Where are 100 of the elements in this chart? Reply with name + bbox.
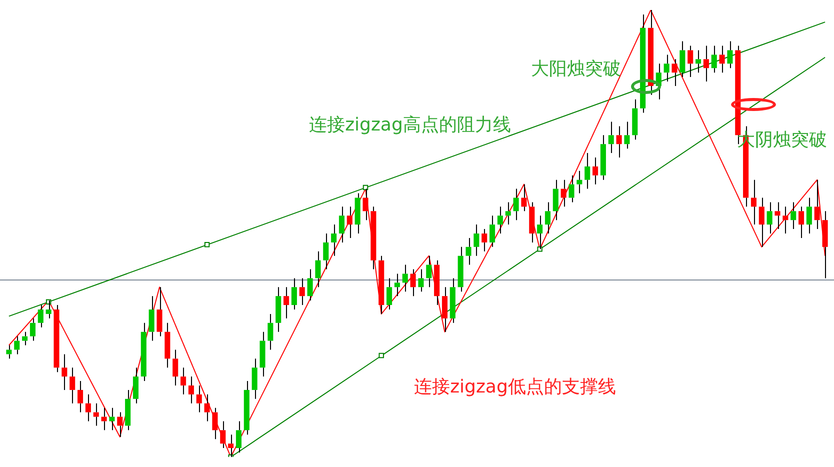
- candlestick: [331, 224, 337, 256]
- candlestick: [711, 45, 717, 74]
- candlestick: [164, 322, 170, 368]
- candlestick: [283, 286, 290, 319]
- candlestick: [632, 98, 638, 140]
- candlestick: [307, 268, 313, 302]
- candlestick: [140, 322, 146, 382]
- candlestick: [600, 134, 606, 180]
- candlestick: [703, 45, 709, 82]
- candlestick: [212, 407, 218, 440]
- candlestick: [513, 188, 519, 221]
- candlestick: [132, 367, 139, 404]
- candlestick: [346, 206, 352, 238]
- candlestick: [497, 206, 503, 234]
- candlestick: [62, 354, 68, 390]
- candlestick: [450, 278, 456, 324]
- annotation: 大阳烛突破: [531, 58, 621, 80]
- point: [204, 242, 210, 248]
- candlestick: [299, 278, 305, 306]
- candlestick: [85, 394, 91, 422]
- candlestick: [790, 202, 796, 230]
- candlestick: [426, 255, 432, 288]
- candlestick: [688, 45, 694, 78]
- candlestick: [323, 233, 329, 270]
- candlestick: [750, 179, 757, 226]
- candlestick: [188, 376, 194, 404]
- candlestick: [354, 192, 360, 234]
- candlestick: [568, 174, 574, 203]
- candlestick: [782, 206, 788, 234]
- candlestick: [260, 331, 266, 378]
- candlestick: [814, 179, 820, 230]
- annotation: 连接zigzag高点的阻力线: [309, 114, 511, 136]
- point: [537, 246, 542, 252]
- candlestick: [77, 380, 84, 413]
- candlestick: [758, 197, 764, 248]
- candlestick: [806, 197, 812, 234]
- candlestick: [695, 50, 702, 74]
- candlestick: [592, 157, 598, 185]
- candlestick: [252, 358, 258, 400]
- candlestick: [766, 202, 772, 234]
- candlestick: [489, 215, 496, 248]
- candlestick: [521, 184, 527, 212]
- candlestick: [268, 313, 274, 350]
- candlestick: [93, 402, 99, 426]
- candlestick: [418, 268, 424, 292]
- candlestick: [672, 58, 678, 86]
- candlestick: [560, 179, 566, 208]
- candlestick: [466, 237, 472, 266]
- candlestick: [315, 250, 321, 288]
- candlestick: [276, 286, 282, 332]
- candlestick: [204, 394, 210, 422]
- candlestick: [180, 367, 186, 395]
- candlestick: [505, 202, 511, 226]
- candlestick: [616, 126, 622, 158]
- candlestick: [544, 202, 551, 234]
- candlestick: [117, 412, 123, 438]
- candlestick: [608, 121, 614, 154]
- candlestick: [640, 14, 646, 114]
- candlestick: [482, 228, 488, 252]
- candlestick: [774, 202, 780, 230]
- candlestick: [798, 206, 804, 238]
- candlestick: [394, 273, 400, 297]
- candlestick: [148, 296, 154, 342]
- point: [362, 184, 368, 190]
- candlestick: [70, 367, 76, 404]
- candlestick: [410, 268, 416, 297]
- candlestick: [291, 278, 297, 310]
- candlestick: [576, 170, 582, 194]
- candlestick: [38, 304, 44, 328]
- candlestick: [402, 264, 408, 292]
- candlestick: [125, 389, 131, 431]
- candlestick: [434, 260, 440, 306]
- candlestick: [244, 380, 250, 436]
- annotation: 连接zigzag低点的支撑线: [414, 376, 616, 398]
- candlestick: [442, 286, 448, 332]
- candlestick: [624, 121, 630, 150]
- candlestick: [54, 304, 60, 373]
- candlestick: [14, 336, 20, 355]
- candlestick: [6, 344, 12, 360]
- candlestick: [386, 278, 392, 310]
- candlestick: [719, 45, 725, 74]
- candlestick: [370, 206, 376, 270]
- candlestick: [474, 224, 480, 256]
- candlestick: [680, 40, 686, 78]
- candlestick: [378, 255, 384, 314]
- candlestick: [22, 331, 28, 346]
- candlestick: [552, 179, 558, 221]
- candlestick: [236, 420, 242, 454]
- candlestick: [584, 152, 590, 190]
- candlestick: [664, 54, 670, 82]
- candlestick: [529, 202, 535, 243]
- candlestick: [537, 215, 543, 250]
- candlestick: [458, 246, 464, 292]
- candlestick: [172, 349, 178, 386]
- candlestick: [196, 384, 202, 413]
- candlestick: [727, 40, 733, 69]
- candlestick: [30, 318, 36, 342]
- candlestick: [156, 286, 162, 337]
- candlestick: [220, 420, 226, 449]
- point: [378, 352, 384, 358]
